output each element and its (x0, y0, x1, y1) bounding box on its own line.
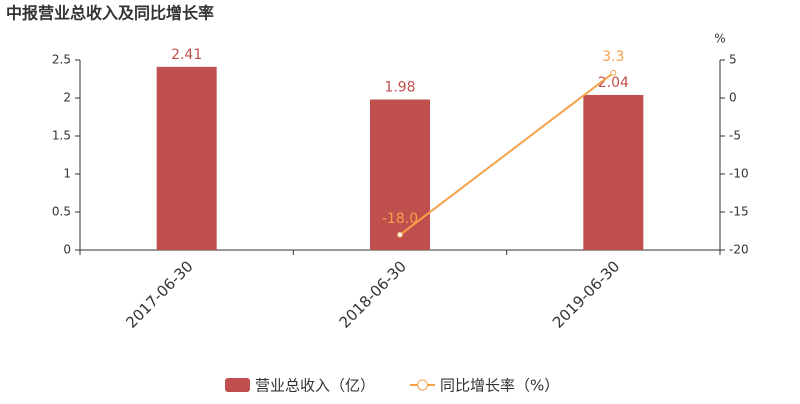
y-tick-label: 2.5 (52, 53, 71, 67)
bar-value-label: 1.98 (384, 80, 415, 96)
bar-value-label: 2.04 (598, 75, 629, 91)
bar (156, 66, 217, 250)
y-tick-label: 1 (63, 167, 71, 181)
line-value-label: -18.0 (382, 211, 418, 227)
line-value-label: 3.3 (602, 49, 624, 65)
bar (583, 94, 644, 251)
bar (370, 99, 430, 251)
legend-label: 同比增长率（%） (440, 377, 559, 395)
y2-tick-label: 5 (729, 53, 737, 67)
y2-axis-label: % (714, 32, 725, 46)
x-tick-label: 2019-06-30 (549, 257, 623, 331)
line-point (610, 69, 617, 76)
y-tick-label: 0 (63, 243, 71, 257)
y-tick-label: 1.5 (52, 129, 71, 143)
legend-swatch (417, 379, 428, 391)
legend-swatch (225, 378, 250, 392)
y2-tick-label: -10 (729, 167, 749, 181)
y2-tick-label: -15 (729, 205, 749, 219)
y-tick-label: 0.5 (52, 205, 71, 219)
chart-title: 中报营业总收入及同比增长率 (6, 4, 214, 23)
line (399, 72, 614, 236)
legend-label: 营业总收入（亿） (255, 377, 375, 395)
y2-tick-label: -20 (729, 243, 749, 257)
x-tick-label: 2018-06-30 (336, 257, 410, 331)
y2-tick-label: 0 (729, 91, 737, 105)
bar-value-label: 2.41 (171, 47, 202, 63)
y-tick-label: 2 (63, 91, 71, 105)
x-tick-label: 2017-06-30 (122, 257, 196, 331)
line-point (397, 231, 403, 238)
y2-tick-label: -5 (729, 129, 741, 143)
